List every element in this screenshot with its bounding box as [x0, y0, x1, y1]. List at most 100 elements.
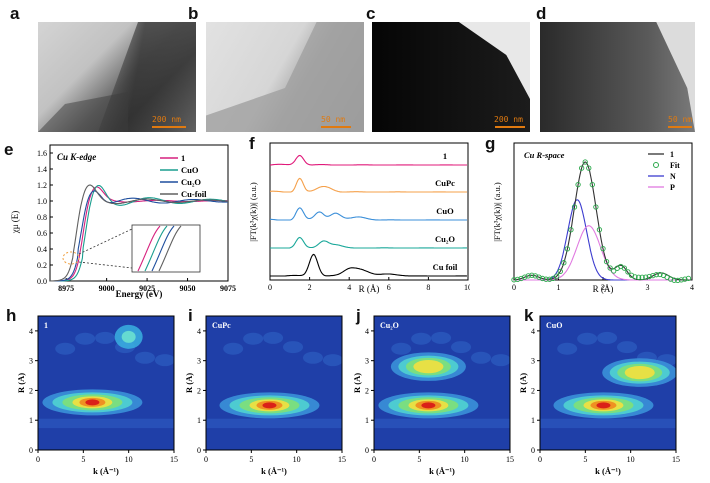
rspace-fit-chart: Cu R-space |FT(k³χ(k))| (a.u.) R (Å) 0 1 2…	[492, 142, 694, 294]
tem-image-d	[540, 22, 695, 132]
ft-curve-4	[270, 253, 468, 277]
ft-curve-0	[269, 154, 467, 166]
rspace-fit-point	[607, 265, 613, 271]
tem-image-c	[372, 22, 530, 132]
wt-xtick-label: 10	[627, 455, 635, 464]
ft-series-label: CuO	[436, 206, 454, 216]
wt-xtick-label: 5	[81, 455, 85, 464]
panel-letter-k: k	[524, 306, 534, 325]
wt-contour	[421, 402, 436, 409]
wt-ytick-label: 4	[197, 327, 201, 336]
rspace-xtick-label: 1	[557, 283, 561, 292]
wt-texture	[617, 341, 638, 354]
ft-curve-3	[269, 236, 467, 249]
xanes-inset-frame	[131, 224, 201, 273]
wt-ytick-label: 0	[531, 446, 535, 455]
rspace-fit-point	[571, 204, 578, 210]
wt-frame	[373, 315, 511, 451]
wt-band	[38, 418, 174, 429]
rspace-curve-p	[514, 225, 692, 281]
rspace-fit-point	[525, 273, 531, 279]
wt-ylabel: R (Å)	[520, 373, 528, 393]
xanes-legend-label: Cu-foil	[181, 189, 207, 199]
rspace-xlabel: R (Å)	[593, 284, 614, 294]
rspace-fit-point	[539, 275, 546, 282]
wt-ylabel: R (Å)	[18, 373, 26, 393]
xanes-inset-curve-1	[144, 225, 168, 272]
wt-chart-i: CuPc 0 1 2 3 4 0 5 10 15 k (Å⁻¹) R (Å)	[186, 315, 346, 476]
wt-contour	[624, 365, 655, 380]
wt-band	[540, 418, 676, 429]
rspace-fit-point	[546, 276, 553, 282]
wt-band	[374, 418, 510, 429]
wt-ytick-label: 3	[531, 357, 535, 366]
rspace-legend-label: Fit	[670, 161, 680, 170]
wt-texture	[577, 332, 598, 345]
wt-frame	[205, 315, 343, 451]
scale-bar-a	[152, 126, 186, 128]
rspace-legend-swatch	[653, 162, 659, 168]
wt-chart-k: CuO 0 1 2 3 4 0 5 10 15 k (Å⁻¹) R (Å)	[520, 315, 680, 476]
tem-image-b	[206, 22, 364, 132]
wt-texture	[490, 354, 510, 367]
wt-contour	[85, 399, 100, 406]
rspace-legend-label: N	[670, 172, 676, 181]
wt-label: 1	[44, 321, 48, 330]
rspace-fit-point	[511, 277, 517, 283]
ft-ylabel: |FT(k³χ(k))| (a.u.)	[248, 182, 258, 242]
rspace-fit-point	[561, 260, 567, 266]
wt-xtick-label: 0	[204, 455, 208, 464]
rspace-plot-frame	[513, 142, 693, 281]
wt-ytick-label: 0	[197, 446, 201, 455]
wt-texture	[391, 342, 412, 355]
wt-ytick-label: 4	[29, 327, 33, 336]
rspace-fit-point	[557, 268, 563, 275]
ft-plot-frame	[269, 142, 469, 281]
wt-contour	[413, 360, 444, 374]
wt-xtick-label: 15	[506, 455, 514, 464]
wt-texture	[451, 341, 472, 354]
rspace-fit-point	[643, 274, 649, 280]
rspace-fit-point	[657, 271, 663, 278]
rspace-xtick-label: 3	[646, 283, 650, 292]
wt-xtick-label: 5	[417, 455, 421, 464]
scale-label-a: 200 nm	[152, 115, 181, 124]
ft-xtick-label: 4	[347, 283, 351, 292]
wt-band	[206, 418, 342, 429]
rspace-fit-point	[625, 269, 631, 275]
wt-label: Cu₂O	[380, 321, 399, 330]
wt-ylabel: R (Å)	[354, 373, 362, 393]
wt-texture	[95, 331, 116, 344]
wt-contour	[262, 402, 277, 409]
rspace-title: Cu R-space	[524, 150, 565, 160]
wt-xlabel: k (Å⁻¹)	[93, 466, 119, 476]
rspace-fit-point	[550, 275, 556, 282]
xanes-curve-3	[50, 184, 229, 282]
wt-texture	[322, 354, 342, 367]
wt-texture	[470, 351, 491, 364]
rspace-fit-point	[635, 274, 642, 280]
wt-label: CuO	[546, 321, 562, 330]
wt-texture	[134, 351, 155, 364]
ft-series-label: CuPc	[435, 178, 455, 188]
wt-ytick-label: 2	[29, 386, 33, 395]
wt-texture	[223, 342, 244, 355]
scale-label-d: 50 nm	[668, 115, 693, 124]
xanes-ytick-label: 0.8	[37, 213, 47, 222]
wt-texture	[75, 332, 96, 345]
xanes-inset-curve-0	[137, 225, 161, 272]
wt-ytick-label: 1	[197, 416, 201, 425]
wt-texture	[431, 331, 452, 344]
rspace-fit-point	[650, 272, 656, 279]
wt-label: CuPc	[212, 321, 231, 330]
ft-xtick-label: 8	[426, 283, 430, 292]
xanes-ylabel: χμ (E)	[10, 211, 20, 235]
tem-image-a	[38, 22, 196, 132]
wt-texture	[283, 341, 304, 354]
xanes-xtick-label: 9025	[139, 284, 155, 293]
wt-texture	[55, 342, 76, 355]
panel-letter-c: c	[366, 4, 376, 23]
wt-ytick-label: 3	[197, 357, 201, 366]
rspace-fit-point	[675, 277, 681, 284]
